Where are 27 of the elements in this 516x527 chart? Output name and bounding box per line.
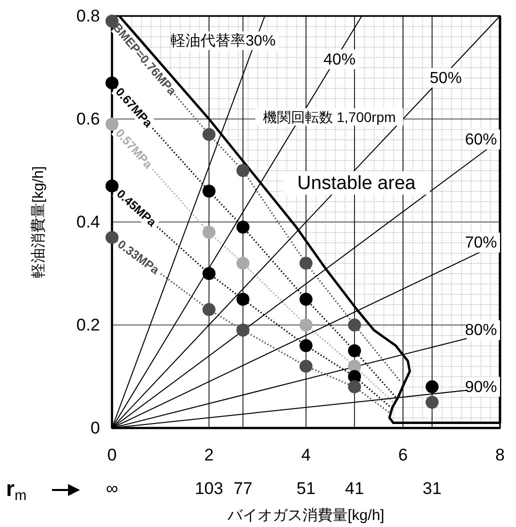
text: ∞ <box>106 478 118 498</box>
text: 51 <box>296 478 316 498</box>
series-label: 70% <box>464 234 497 252</box>
series-label: 40% <box>324 50 356 68</box>
y-tick-label: 0.6 <box>76 110 100 128</box>
y-tick-label: 0.4 <box>76 212 100 232</box>
y-tick-label: 0.8 <box>76 6 100 26</box>
y-axis-title: 軽油消費量[kg/h] <box>30 166 46 278</box>
x-tick-label: 8 <box>495 446 505 464</box>
text: 77 <box>233 478 252 498</box>
text: 103 <box>194 478 224 498</box>
series-label: 60% <box>464 131 497 148</box>
text: 31 <box>422 478 442 498</box>
y-tick-label: 0 <box>90 418 100 438</box>
annotation: 機関回転数 1,700rpm <box>262 108 396 125</box>
text: 41 <box>345 478 364 498</box>
y-tick-label: 0.2 <box>76 316 100 334</box>
x-tick-label: 0 <box>107 446 117 464</box>
series-label: Unstable area <box>297 172 416 194</box>
x-tick-label: 6 <box>398 446 408 464</box>
series-label: 90% <box>464 378 497 396</box>
x-tick-label: 2 <box>204 446 214 464</box>
x-tick-label: 4 <box>301 446 311 464</box>
series-label: 80% <box>464 322 497 339</box>
x-axis-title: バイオガス消費量[kg/h] <box>226 506 384 524</box>
series-label: 50% <box>430 69 462 86</box>
text: r$_{m}$ <box>6 476 26 504</box>
